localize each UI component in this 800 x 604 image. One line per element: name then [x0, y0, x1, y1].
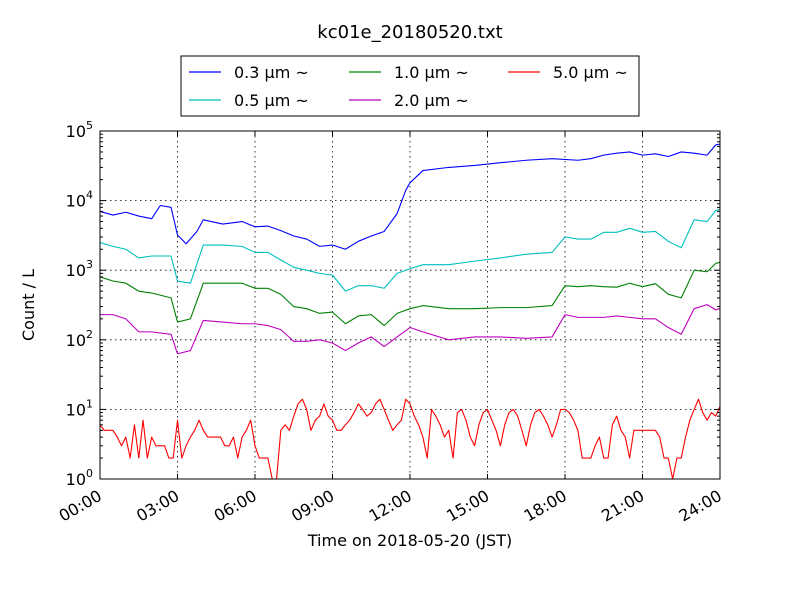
legend-label: 0.3 μm ~ — [234, 63, 309, 82]
y-tick-exponent: 2 — [86, 328, 93, 341]
series-line-5 — [100, 398, 720, 479]
series-line-3 — [100, 261, 720, 327]
chart-title: kc01e_20180520.txt — [317, 22, 502, 43]
y-axis-title: Count / L — [19, 269, 38, 341]
series-line-2 — [100, 208, 720, 292]
legend-entry-5: 5.0 μm ~ — [508, 63, 628, 82]
y-tick-exponent: 3 — [86, 258, 93, 271]
legend: 0.3 μm ~ 0.5 μm ~ 1.0 μm ~ 2.0 μm ~ 5.0 μm ~ — [180, 55, 640, 117]
legend-entry-4: 2.0 μm ~ — [349, 91, 469, 110]
legend-box — [180, 55, 640, 117]
series-group — [100, 143, 720, 479]
legend-entry-3: 1.0 μm ~ — [349, 63, 469, 82]
legend-entry-2: 0.5 μm ~ — [189, 91, 309, 110]
y-tick-exponent: 1 — [86, 397, 93, 410]
y-tick-exponent: 0 — [86, 467, 93, 480]
x-axis-title: Time on 2018-05-20 (JST) — [307, 531, 512, 550]
legend-label: 5.0 μm ~ — [553, 63, 628, 82]
series-line-4 — [100, 304, 720, 355]
y-tick-exponent: 4 — [86, 189, 93, 202]
plot-area: 00:00 03:00 06:00 09:00 12:00 15:00 18:00 21:00… — [56, 119, 725, 526]
tick-marks — [99, 130, 721, 480]
legend-label: 1.0 μm ~ — [394, 63, 469, 82]
legend-entry-1: 0.3 μm ~ — [189, 63, 309, 82]
legend-label: 0.5 μm ~ — [234, 91, 309, 110]
y-tick-exponent: 5 — [86, 119, 93, 132]
series-line-1 — [100, 143, 720, 250]
legend-label: 2.0 μm ~ — [394, 91, 469, 110]
